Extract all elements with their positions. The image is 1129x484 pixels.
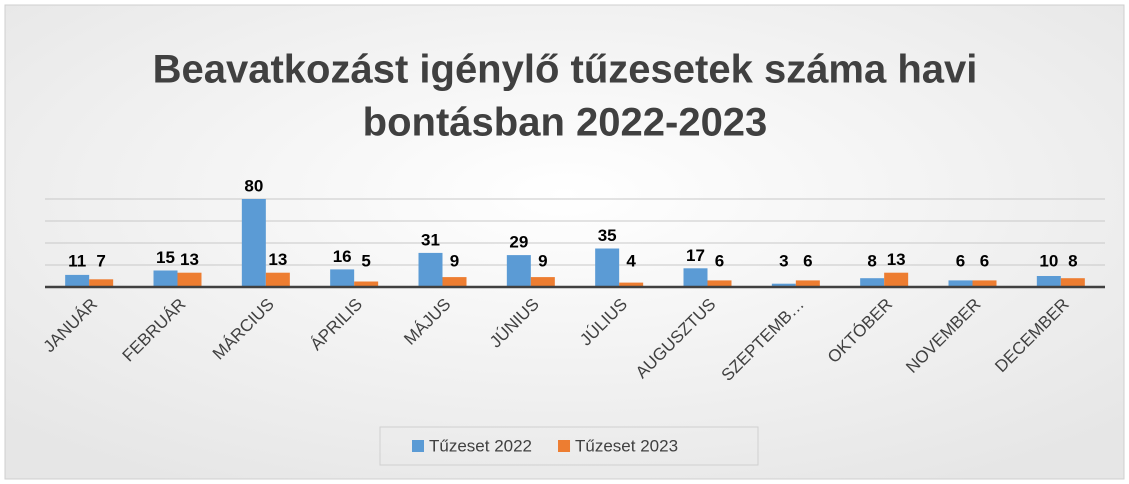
bar [65,274,90,287]
legend-label: Tűzeset 2023 [575,436,678,455]
bar [418,252,443,287]
legend-swatch [558,440,571,452]
data-label: 10 [1039,251,1058,270]
bar [530,277,555,287]
data-label: 4 [626,251,636,270]
bar [948,280,973,287]
chart-background [4,4,1125,480]
data-label: 6 [715,251,724,270]
bar [241,199,266,287]
bar [860,278,885,287]
bar [1060,278,1085,287]
data-label: 6 [956,251,965,270]
bar [506,255,531,287]
bar [354,281,379,287]
data-label: 6 [980,251,989,270]
data-label: 6 [803,251,812,270]
bar [1036,276,1061,287]
bar [442,277,467,287]
data-label: 80 [244,176,263,195]
bar [884,272,909,287]
bar [153,270,178,287]
data-label: 35 [598,226,617,245]
data-label: 15 [156,248,175,267]
bar [89,279,114,287]
data-label: 17 [686,246,705,265]
data-label: 11 [68,251,86,270]
bar [771,283,796,287]
bar [619,282,644,287]
data-label: 8 [1068,251,1077,270]
bar [707,280,732,287]
data-label: 9 [450,251,459,270]
data-label: 16 [333,247,352,266]
data-label: 31 [421,230,440,249]
data-label: 7 [96,251,105,270]
data-label: 9 [538,251,547,270]
bar [177,272,202,287]
bar [683,268,708,287]
bar [972,280,997,287]
chart-title: Beavatkozást igénylő tűzesetek száma hav… [153,48,978,92]
legend-box [379,426,759,466]
bar [795,280,820,287]
data-label: 29 [509,233,528,252]
bar [595,248,620,287]
data-label: 13 [887,250,906,269]
bar [265,272,290,287]
data-label: 5 [361,251,370,270]
legend-swatch [412,440,424,452]
data-label: 3 [779,251,788,270]
legend-label: Tűzeset 2022 [429,436,532,455]
data-label: 13 [180,250,199,269]
bar [330,269,355,287]
data-label: 13 [268,250,287,269]
chart-title: bontásban 2022-2023 [363,101,768,145]
data-label: 8 [867,251,876,270]
